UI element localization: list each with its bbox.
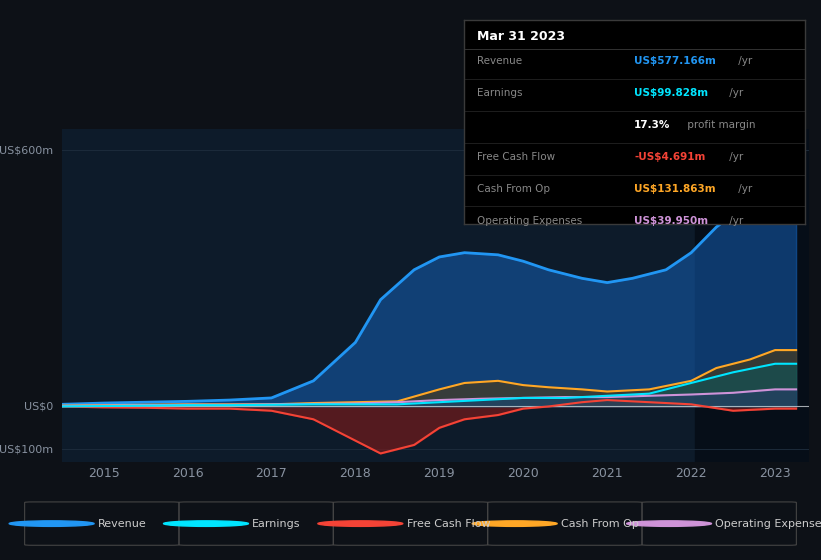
- Text: US$131.863m: US$131.863m: [635, 184, 716, 194]
- Text: Revenue: Revenue: [98, 519, 147, 529]
- Text: 17.3%: 17.3%: [635, 120, 671, 130]
- Text: Cash From Op: Cash From Op: [561, 519, 639, 529]
- Text: /yr: /yr: [735, 184, 752, 194]
- Text: Operating Expenses: Operating Expenses: [715, 519, 821, 529]
- Text: US$600m: US$600m: [0, 145, 53, 155]
- Text: profit margin: profit margin: [684, 120, 755, 130]
- Text: Earnings: Earnings: [252, 519, 300, 529]
- Text: -US$100m: -US$100m: [0, 444, 53, 454]
- Text: US$0: US$0: [24, 402, 53, 412]
- Text: Free Cash Flow: Free Cash Flow: [478, 152, 556, 162]
- Text: US$99.828m: US$99.828m: [635, 88, 709, 98]
- Circle shape: [9, 521, 94, 526]
- Text: /yr: /yr: [735, 57, 752, 67]
- Text: Revenue: Revenue: [478, 57, 523, 67]
- Circle shape: [163, 521, 249, 526]
- Bar: [695, 129, 809, 462]
- Text: US$577.166m: US$577.166m: [635, 57, 716, 67]
- Text: Free Cash Flow: Free Cash Flow: [406, 519, 490, 529]
- Circle shape: [626, 521, 712, 526]
- Circle shape: [472, 521, 557, 526]
- Text: -US$4.691m: -US$4.691m: [635, 152, 705, 162]
- Circle shape: [318, 521, 403, 526]
- Text: Mar 31 2023: Mar 31 2023: [478, 30, 566, 43]
- Text: Earnings: Earnings: [478, 88, 523, 98]
- Text: /yr: /yr: [727, 88, 744, 98]
- Text: /yr: /yr: [727, 216, 744, 226]
- Text: Operating Expenses: Operating Expenses: [478, 216, 583, 226]
- Text: US$39.950m: US$39.950m: [635, 216, 709, 226]
- Text: /yr: /yr: [727, 152, 744, 162]
- Text: Cash From Op: Cash From Op: [478, 184, 551, 194]
